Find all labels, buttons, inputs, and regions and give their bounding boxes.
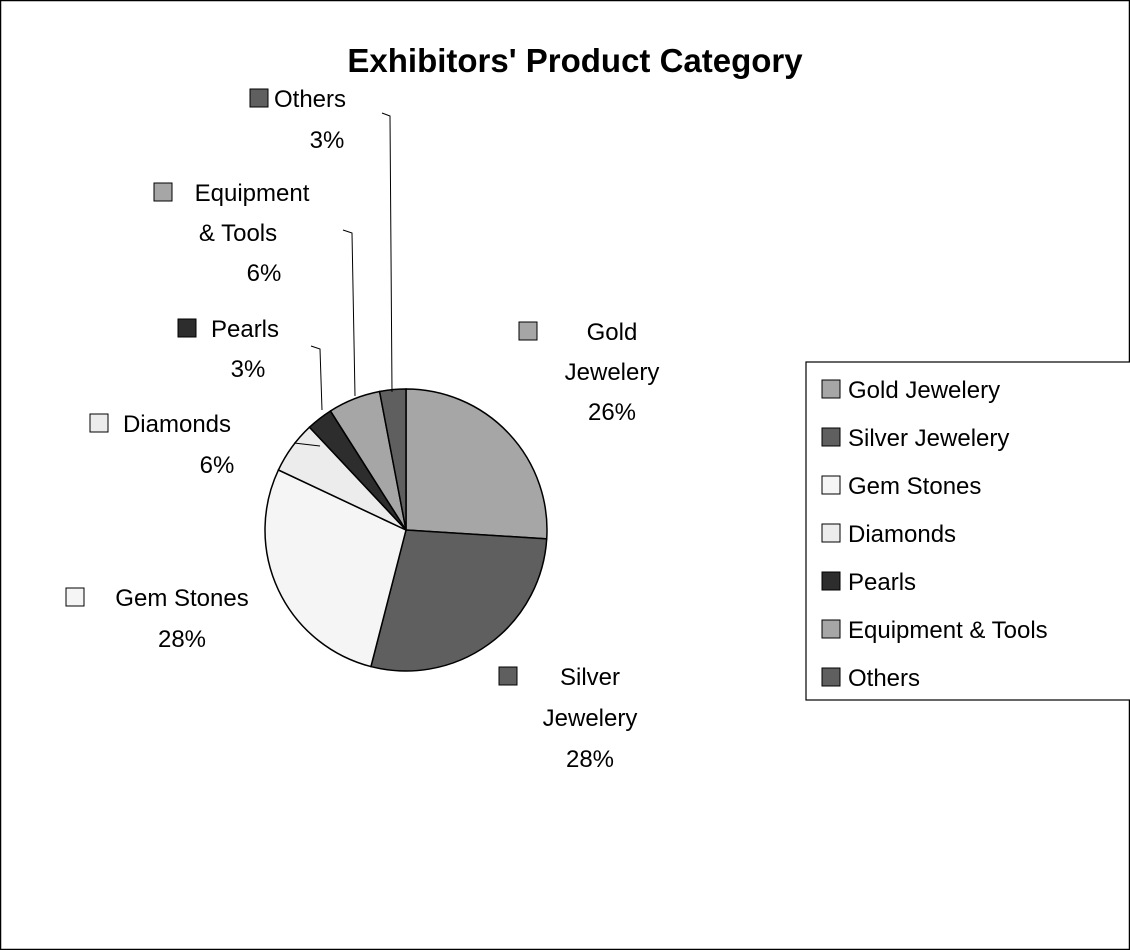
data-label-name: & Tools	[199, 220, 277, 247]
leader-lines	[293, 112, 393, 447]
legend-entry-0: Gold Jewelery	[821, 377, 1000, 404]
data-label-percent: 28%	[566, 746, 614, 773]
legend-label: Gem Stones	[848, 473, 981, 500]
legend-swatch	[821, 571, 841, 591]
leader-line-6	[381, 112, 393, 393]
pie-slice-6	[378, 388, 407, 531]
data-label-marker-0	[518, 321, 538, 341]
chart-title: Exhibitors' Product Category	[347, 42, 803, 79]
data-label-name: Others	[274, 86, 346, 113]
legend: Gold Jewelery Silver Jewelery Gem Stones Di…	[805, 361, 1130, 701]
data-label-name: Pearls	[211, 316, 279, 343]
data-label-name: Jewelery	[543, 705, 638, 732]
data-label-marker-6	[249, 88, 269, 108]
data-label-marker-5	[153, 182, 173, 202]
legend-entry-4: Pearls	[821, 569, 916, 596]
data-label-0: Gold Jewelery 26%	[518, 319, 660, 426]
legend-swatch	[821, 523, 841, 543]
data-label-percent: 6%	[200, 452, 235, 479]
legend-label: Pearls	[848, 569, 916, 596]
legend-entry-2: Gem Stones	[821, 473, 981, 500]
leader-line-3	[293, 442, 321, 447]
legend-entry-5: Equipment & Tools	[821, 617, 1048, 644]
pie-slice-0	[405, 388, 548, 540]
legend-label: Gold Jewelery	[848, 377, 1000, 404]
data-label-marker-1	[498, 666, 518, 686]
legend-entry-6: Others	[821, 665, 920, 692]
pie-slice-2	[264, 468, 407, 668]
data-label-name: Gold	[587, 319, 638, 346]
legend-swatch	[821, 379, 841, 399]
legend-swatch	[821, 427, 841, 447]
legend-swatch	[821, 475, 841, 495]
legend-swatch	[821, 619, 841, 639]
data-label-name: Diamonds	[123, 411, 231, 438]
data-label-percent: 28%	[158, 626, 206, 653]
data-label-3: Diamonds 6%	[89, 411, 235, 479]
data-label-percent: 6%	[247, 260, 282, 287]
data-label-percent: 3%	[231, 356, 266, 383]
legend-box	[805, 361, 1130, 701]
data-label-1: Silver Jewelery 28%	[498, 664, 638, 773]
data-label-marker-4	[177, 318, 197, 338]
data-label-marker-3	[89, 413, 109, 433]
data-label-name: Silver	[560, 664, 620, 691]
data-label-marker-2	[65, 587, 85, 607]
data-label-percent: 3%	[310, 127, 345, 154]
pie-slices	[264, 388, 548, 672]
legend-entry-1: Silver Jewelery	[821, 425, 1009, 452]
data-label-percent: 26%	[588, 399, 636, 426]
legend-label: Silver Jewelery	[848, 425, 1009, 452]
legend-entry-3: Diamonds	[821, 521, 956, 548]
leader-line-5	[342, 229, 356, 397]
pie-slice-1	[370, 529, 548, 672]
legend-label: Diamonds	[848, 521, 956, 548]
leader-line-4	[310, 345, 323, 411]
data-label-4: Pearls 3%	[177, 316, 279, 383]
legend-swatch	[821, 667, 841, 687]
data-label-6: Others 3%	[249, 86, 346, 154]
data-label-name: Equipment	[195, 180, 310, 207]
legend-label: Equipment & Tools	[848, 617, 1048, 644]
data-label-5: Equipment & Tools 6%	[153, 180, 310, 287]
data-label-2: Gem Stones 28%	[65, 585, 249, 653]
data-label-name: Gem Stones	[115, 585, 248, 612]
data-label-name: Jewelery	[565, 359, 660, 386]
legend-label: Others	[848, 665, 920, 692]
